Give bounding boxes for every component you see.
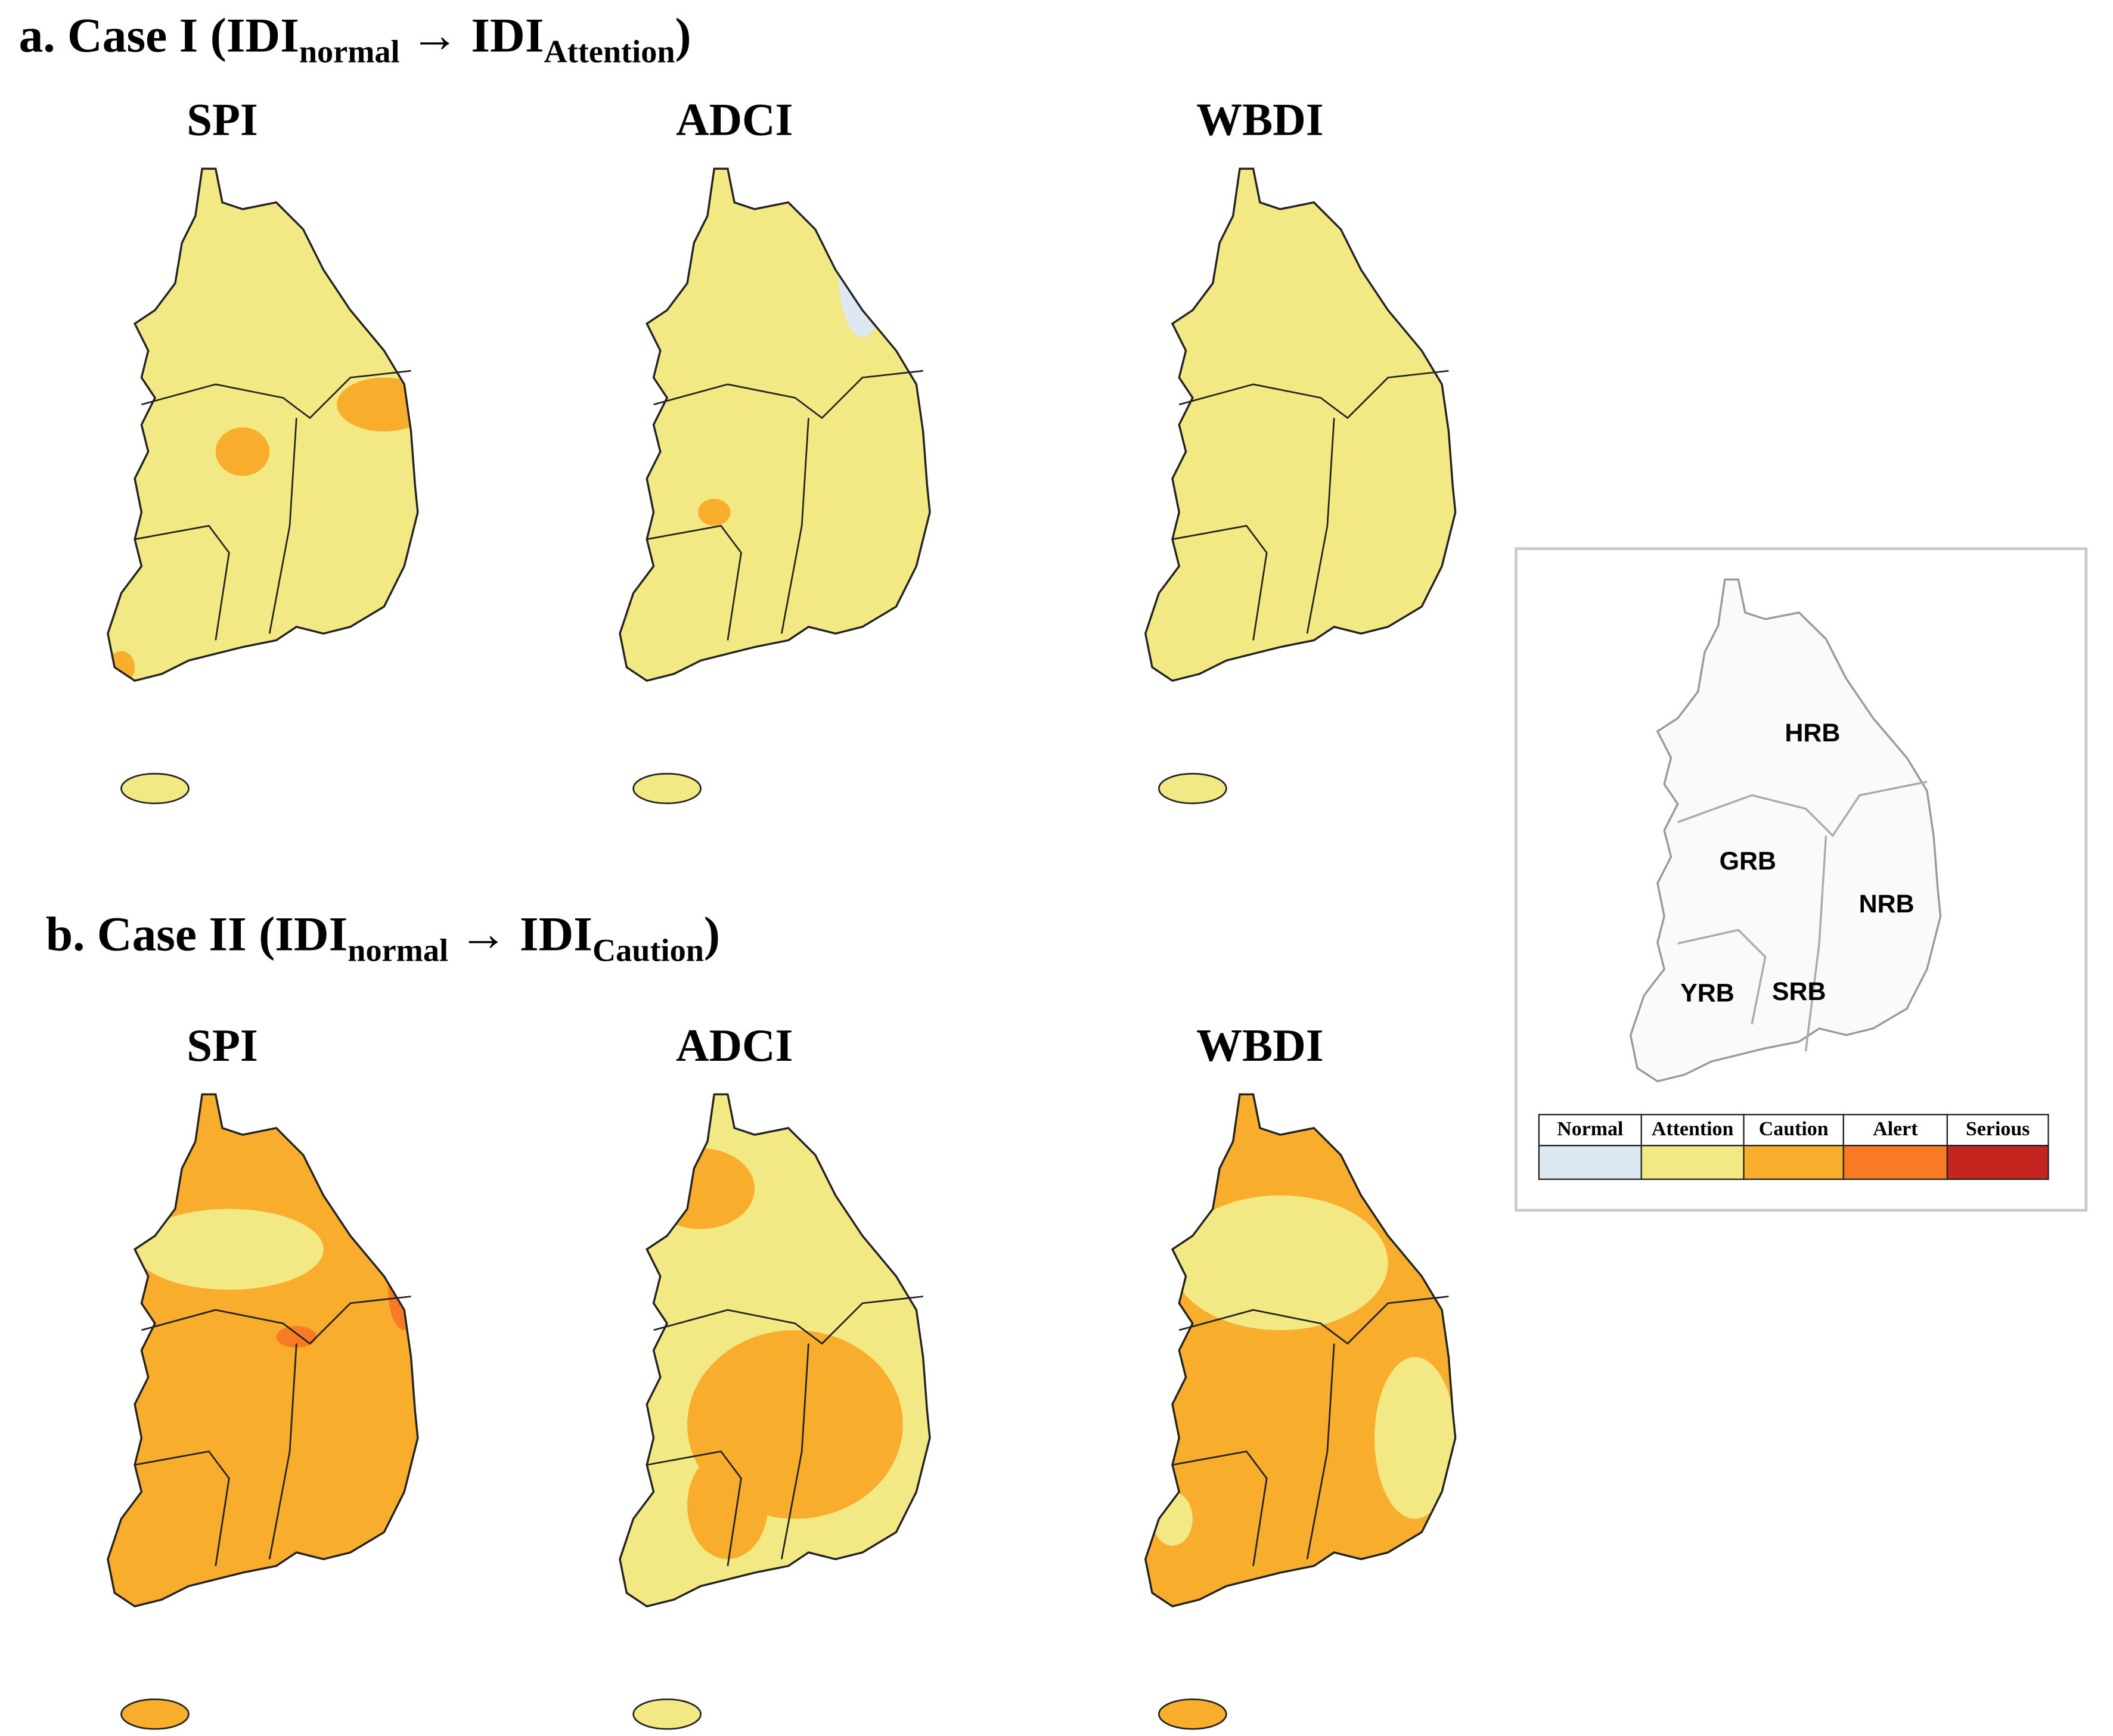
class-patch (1374, 1357, 1456, 1519)
map-title: ADCI (676, 95, 793, 145)
region-map (107, 167, 419, 805)
legend-swatch (1640, 1145, 1745, 1180)
basin-boundary (268, 418, 297, 634)
basin-boundary (268, 1343, 297, 1560)
basin-boundary (653, 1296, 923, 1345)
map-title: SPI (187, 1020, 258, 1071)
title-text: b. Case II (IDI (46, 906, 347, 961)
basin-boundary (780, 418, 809, 634)
class-patch (337, 377, 418, 431)
title-text: ) (675, 8, 691, 62)
legend-swatch (1538, 1145, 1642, 1180)
basin-boundary (134, 1450, 230, 1566)
basin-boundary (134, 524, 230, 641)
basin-boundary (646, 1450, 742, 1566)
land (1145, 169, 1456, 681)
class-patch (135, 1209, 324, 1290)
class-patch (647, 1148, 755, 1229)
jeju (120, 1698, 190, 1730)
basin-boundary (646, 524, 742, 641)
basin-boundary (1306, 418, 1335, 634)
region-map (619, 167, 931, 805)
region-map (1144, 167, 1457, 805)
title-subscript: normal (299, 34, 400, 70)
basin-boundary (141, 369, 411, 420)
map-title: ADCI (676, 1020, 793, 1071)
panel-title: a. Case I (IDInormal → IDIAttention) (19, 8, 691, 69)
legend-label: Alert (1873, 1118, 1918, 1140)
jeju (1158, 1698, 1227, 1730)
jeju (632, 1698, 702, 1730)
legend-header-cell (1842, 1114, 1948, 1147)
legend-swatch (1743, 1145, 1844, 1180)
basin-label: SRB (1772, 977, 1826, 1006)
title-text: → IDI (459, 906, 592, 961)
class-patch (1172, 1195, 1388, 1330)
land (1145, 1094, 1456, 1607)
legend-label: Serious (1966, 1118, 2030, 1140)
basin-boundary (653, 369, 923, 420)
title-text: a. Case I (IDI (19, 8, 299, 62)
region-map (107, 1093, 419, 1730)
basin-boundary (780, 1343, 809, 1560)
title-subscript: Caution (592, 932, 704, 968)
jeju (1158, 772, 1227, 805)
map-title: WBDI (1196, 1020, 1324, 1071)
class-patch (215, 427, 270, 476)
region-map (1144, 1093, 1457, 1730)
legend-label: Caution (1759, 1118, 1829, 1140)
title-subscript: normal (347, 932, 448, 968)
title-text: ) (704, 906, 720, 961)
title-text: → IDI (411, 8, 544, 62)
class-patch (687, 1451, 768, 1560)
map-title: SPI (187, 95, 258, 145)
basin-boundary (1677, 928, 1767, 1025)
title-subscript: Attention (544, 34, 675, 70)
legend-header-cell (1640, 1114, 1745, 1147)
basin-boundary (141, 1296, 411, 1345)
jeju (120, 772, 190, 805)
basin-boundary (1178, 369, 1449, 420)
map-title: WBDI (1196, 95, 1324, 145)
land (619, 169, 930, 681)
basin-boundary (1306, 1343, 1335, 1560)
legend-header-cell (1946, 1114, 2049, 1147)
legend-label: Normal (1557, 1118, 1623, 1140)
land (107, 1094, 418, 1607)
basin-label: GRB (1720, 847, 1776, 875)
basin-boundary (1804, 836, 1827, 1052)
basin-boundary (1172, 524, 1268, 641)
inset: HRB GRB NRB YRB SRB Normal Attention Caution Ale… (1515, 547, 2088, 1212)
legend-header-cell (1743, 1114, 1844, 1147)
region-map (619, 1093, 931, 1730)
basin-boundary (1178, 1296, 1449, 1345)
basin-label: YRB (1680, 979, 1735, 1007)
legend-label: Attention (1652, 1118, 1734, 1140)
jeju (632, 772, 702, 805)
legend-swatch (1842, 1145, 1948, 1180)
class-patch (698, 499, 731, 526)
basin-label: HRB (1785, 719, 1840, 747)
legend-swatch (1946, 1145, 2049, 1180)
class-patch (276, 1326, 317, 1348)
panel-title: b. Case II (IDInormal → IDICaution) (46, 906, 720, 968)
class-patch (838, 202, 887, 337)
basin-boundary (1172, 1450, 1268, 1566)
basin-label: NRB (1859, 890, 1915, 918)
basin-boundary (1677, 781, 1928, 837)
